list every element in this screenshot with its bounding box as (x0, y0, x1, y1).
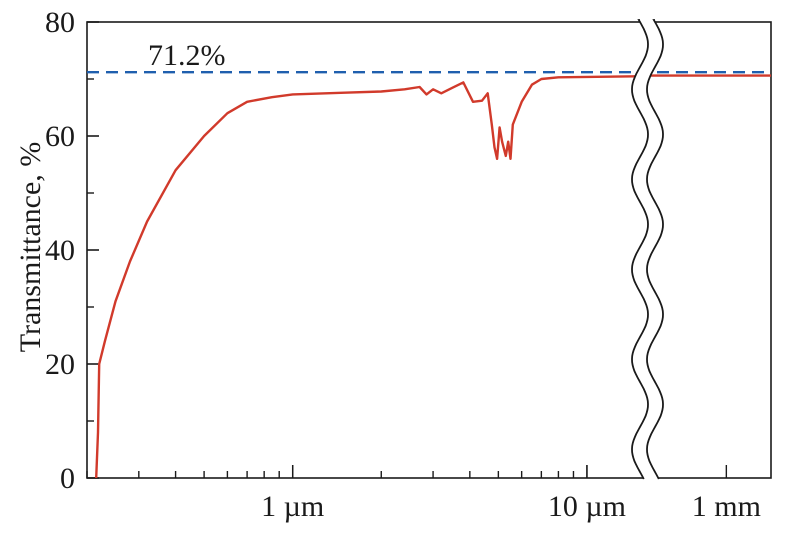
y-axis-ticks: 0 20 40 60 80 (45, 6, 99, 495)
y-tick-label: 60 (45, 120, 75, 153)
y-tick-label: 80 (45, 6, 75, 39)
x-tick-label: 1 mm (692, 490, 761, 523)
series-line (95, 74, 771, 479)
x-axis-ticks: 1 µm 10 µm 1 mm (86, 465, 761, 523)
reference-line-group: 71.2% (87, 39, 771, 74)
axis-break-line (631, 19, 649, 480)
y-axis-title: Transmittance, % (14, 142, 47, 353)
axis-break-line (646, 19, 664, 480)
y-tick-label: 20 (45, 348, 75, 381)
axis-break (631, 19, 664, 480)
axis-break-fill (632, 20, 663, 480)
reference-line-label: 71.2% (148, 39, 226, 72)
x-tick-label: 1 µm (261, 490, 324, 523)
x-tick-label: 10 µm (548, 490, 626, 523)
plot-frame (86, 21, 772, 479)
y-tick-label: 40 (45, 234, 75, 267)
y-tick-label: 0 (60, 462, 75, 495)
series-group (95, 74, 771, 479)
